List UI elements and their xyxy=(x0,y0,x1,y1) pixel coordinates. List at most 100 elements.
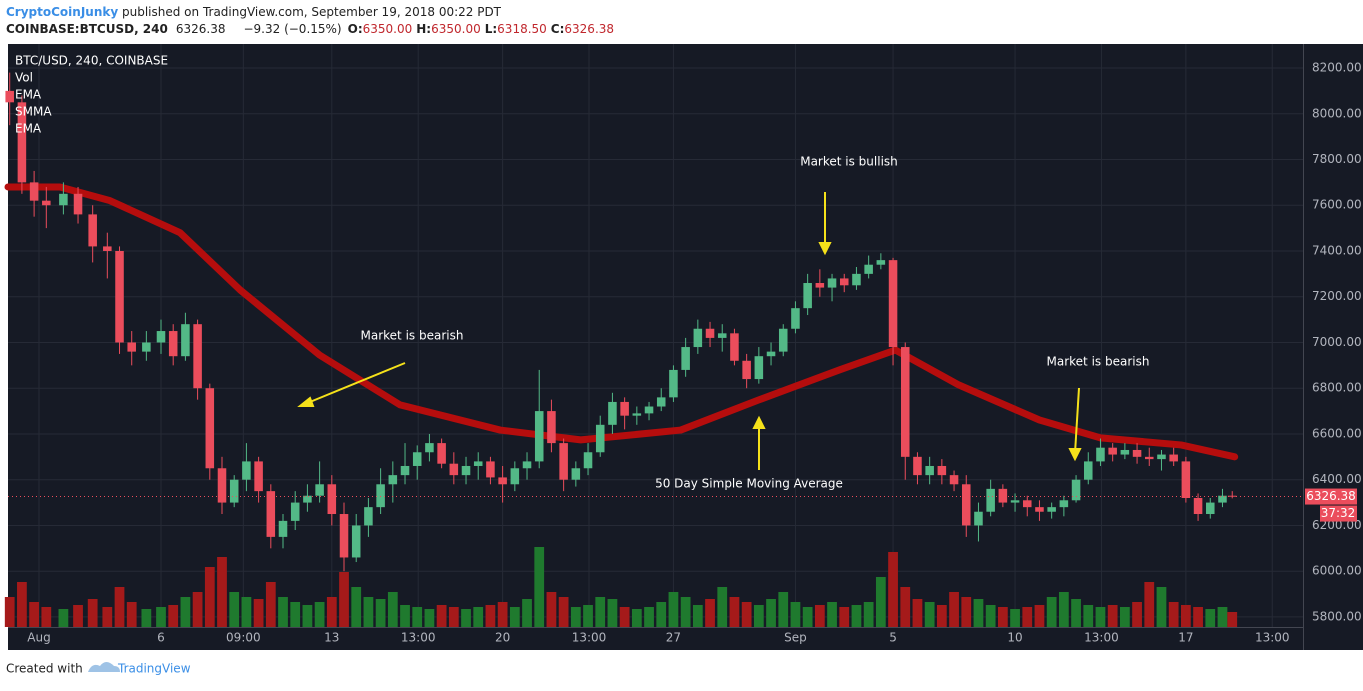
candle-body xyxy=(791,308,800,329)
candle-body xyxy=(327,484,337,515)
volume-bar xyxy=(1193,607,1203,627)
volume-bar xyxy=(692,605,703,627)
high-value: 6350.00 xyxy=(431,22,481,36)
volume-bar xyxy=(997,607,1008,627)
volume-bar xyxy=(534,547,545,627)
volume-bar xyxy=(1168,602,1179,627)
brand[interactable]: TradingView xyxy=(117,662,191,676)
candle-body xyxy=(339,514,349,558)
volume-bar xyxy=(217,557,227,627)
candle-body xyxy=(1193,498,1203,515)
arrow-head xyxy=(752,415,766,429)
arrow-head xyxy=(1068,448,1082,462)
volume-bar xyxy=(1083,605,1094,627)
candle-body xyxy=(17,102,27,183)
candle-body xyxy=(168,331,178,357)
volume-bar xyxy=(1205,609,1216,627)
volume-bar xyxy=(400,605,410,627)
candle-body xyxy=(888,260,898,348)
volume-bar xyxy=(839,607,850,627)
publisher[interactable]: CryptoCoinJunky xyxy=(6,5,118,19)
y-tick-label: 7400.00 xyxy=(1312,243,1362,257)
last-price: 6326.38 xyxy=(176,22,226,36)
annotation: Market is bullish xyxy=(800,155,898,169)
volume-bar xyxy=(1058,592,1069,627)
candle-body xyxy=(559,443,568,480)
y-tick-label: 8000.00 xyxy=(1312,106,1362,120)
volume-bar xyxy=(656,602,667,627)
candle-body xyxy=(115,250,124,343)
h-label: H: xyxy=(416,22,431,36)
x-tick-label: 27 xyxy=(666,631,681,645)
volume-bar xyxy=(424,609,435,627)
candle-body xyxy=(949,475,959,485)
arrow-head xyxy=(818,242,832,256)
candle-body xyxy=(1120,449,1130,455)
created-with: Created with xyxy=(6,662,83,676)
volume-bar xyxy=(717,587,728,627)
candle-body xyxy=(412,452,422,466)
symbol: COINBASE:BTCUSD, 240 xyxy=(6,22,168,36)
candle-body xyxy=(937,465,947,476)
candle-body xyxy=(473,461,483,466)
volume-bar xyxy=(1180,605,1191,627)
candle-body xyxy=(1010,500,1020,503)
change: −9.32 (−0.15%) xyxy=(243,22,341,36)
candle-body xyxy=(1132,449,1142,457)
annotation: Market is bearish xyxy=(361,329,464,343)
candle-body xyxy=(571,468,581,480)
candle-body xyxy=(742,360,751,380)
x-tick-label: 13:00 xyxy=(401,631,436,645)
volume-bar xyxy=(387,592,398,627)
volume-bar xyxy=(546,592,557,627)
candle-body xyxy=(1206,502,1215,515)
candle-body xyxy=(730,333,739,361)
c-label: C: xyxy=(551,22,565,36)
volume-bar xyxy=(204,567,215,627)
price-tag: 6326.38 xyxy=(1306,489,1356,503)
candle-body xyxy=(59,193,68,206)
x-tick-label: 13:00 xyxy=(1084,631,1119,645)
volume-bar xyxy=(58,609,69,627)
x-tick-label: 13 xyxy=(324,631,339,645)
volume-bar xyxy=(778,592,789,627)
x-tick-label: 6 xyxy=(157,631,165,645)
candle-body xyxy=(1047,507,1056,512)
volume-bar xyxy=(1217,607,1228,627)
candle-body xyxy=(1144,456,1154,460)
candle-body xyxy=(900,347,910,457)
volume-bar xyxy=(73,605,83,627)
volume-bar xyxy=(741,602,752,627)
volume-bar xyxy=(558,597,569,627)
volume-bar xyxy=(339,572,349,627)
candle-body xyxy=(449,463,459,476)
moving-average xyxy=(4,183,1239,461)
candle-body xyxy=(425,443,434,453)
volume-bar xyxy=(1022,607,1033,627)
volume-bar xyxy=(102,607,113,627)
volume-bar xyxy=(141,609,152,627)
volume-bar xyxy=(814,605,825,627)
x-tick-label: 10 xyxy=(1007,631,1022,645)
volume-bar xyxy=(570,607,581,627)
volume-bar xyxy=(302,605,313,627)
candle-body xyxy=(29,182,39,201)
x-tick-label: 5 xyxy=(889,631,897,645)
candle-body xyxy=(1169,454,1178,462)
countdown: 37:32 xyxy=(1321,506,1356,520)
volume-bar xyxy=(473,607,484,627)
candle-body xyxy=(400,465,410,476)
volume-bar xyxy=(827,602,837,627)
volume-bar xyxy=(705,599,715,627)
volume-bar xyxy=(607,599,618,627)
volume-bar xyxy=(766,599,776,627)
y-tick-label: 7800.00 xyxy=(1312,152,1362,166)
candle-body xyxy=(127,342,136,352)
candle-body xyxy=(864,264,873,274)
volume-bar xyxy=(875,577,886,627)
candle-body xyxy=(595,424,605,453)
x-tick-label: 20 xyxy=(495,631,510,645)
price-axis-border xyxy=(1303,44,1304,650)
candle-body xyxy=(766,351,776,357)
legend-entry: SMMA xyxy=(15,105,52,119)
